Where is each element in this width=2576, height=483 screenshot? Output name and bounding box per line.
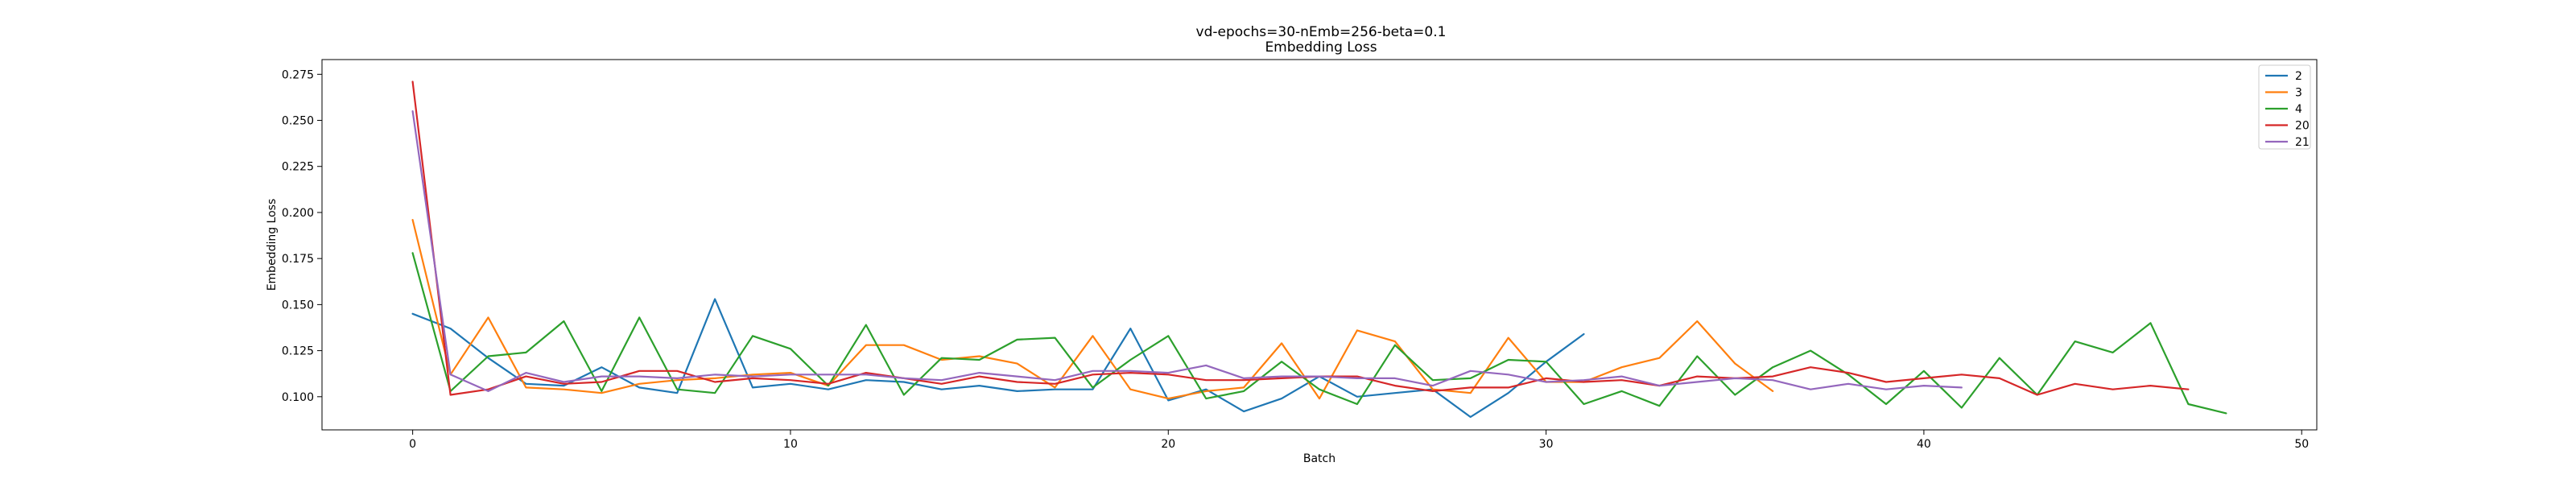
- y-tick-label: 0.250: [282, 115, 314, 128]
- series-line-4: [411, 252, 2227, 415]
- plot-frame: [321, 59, 2318, 431]
- y-tick-label: 0.175: [282, 253, 314, 266]
- x-tick-label: 50: [2294, 438, 2309, 451]
- chart-subtitle: Embedding Loss: [1265, 39, 1377, 56]
- y-axis-label: Embedding Loss: [266, 199, 279, 291]
- x-tick-label: 30: [1539, 438, 1554, 451]
- y-tick-label: 0.100: [282, 391, 314, 404]
- series-line-20: [411, 80, 2190, 396]
- y-tick-label: 0.200: [282, 207, 314, 220]
- legend-label-2: 2: [2295, 70, 2302, 83]
- legend-label-4: 4: [2295, 103, 2302, 116]
- y-tick-label: 0.150: [282, 299, 314, 312]
- x-tick-label: 10: [783, 438, 798, 451]
- legend-label-20: 20: [2295, 120, 2310, 133]
- legend-label-21: 21: [2295, 136, 2310, 149]
- legend: 2 3 4 20 21: [2258, 64, 2311, 150]
- y-axis: 0.100 0.125 0.150 0.175 0.200 0.225 0.250 0.275: [282, 68, 322, 404]
- legend-label-3: 3: [2295, 87, 2302, 100]
- legend-frame: [2258, 64, 2311, 150]
- series-line-21: [411, 110, 1963, 392]
- y-tick-label: 0.225: [282, 161, 314, 174]
- y-tick-label: 0.275: [282, 68, 314, 81]
- x-tick-label: 0: [409, 438, 416, 451]
- series-line-2: [411, 298, 1585, 419]
- x-tick-label: 40: [1917, 438, 1931, 451]
- x-tick-label: 20: [1161, 438, 1175, 451]
- plot-area: [321, 59, 2318, 431]
- series-group: [411, 80, 2227, 419]
- x-axis-label: Batch: [1303, 452, 1335, 465]
- chart-title: vd-epochs=30-nEmb=256-beta=0.1: [1196, 24, 1447, 40]
- x-axis: 0 10 20 30 40 50: [409, 430, 2309, 451]
- y-tick-label: 0.125: [282, 345, 314, 358]
